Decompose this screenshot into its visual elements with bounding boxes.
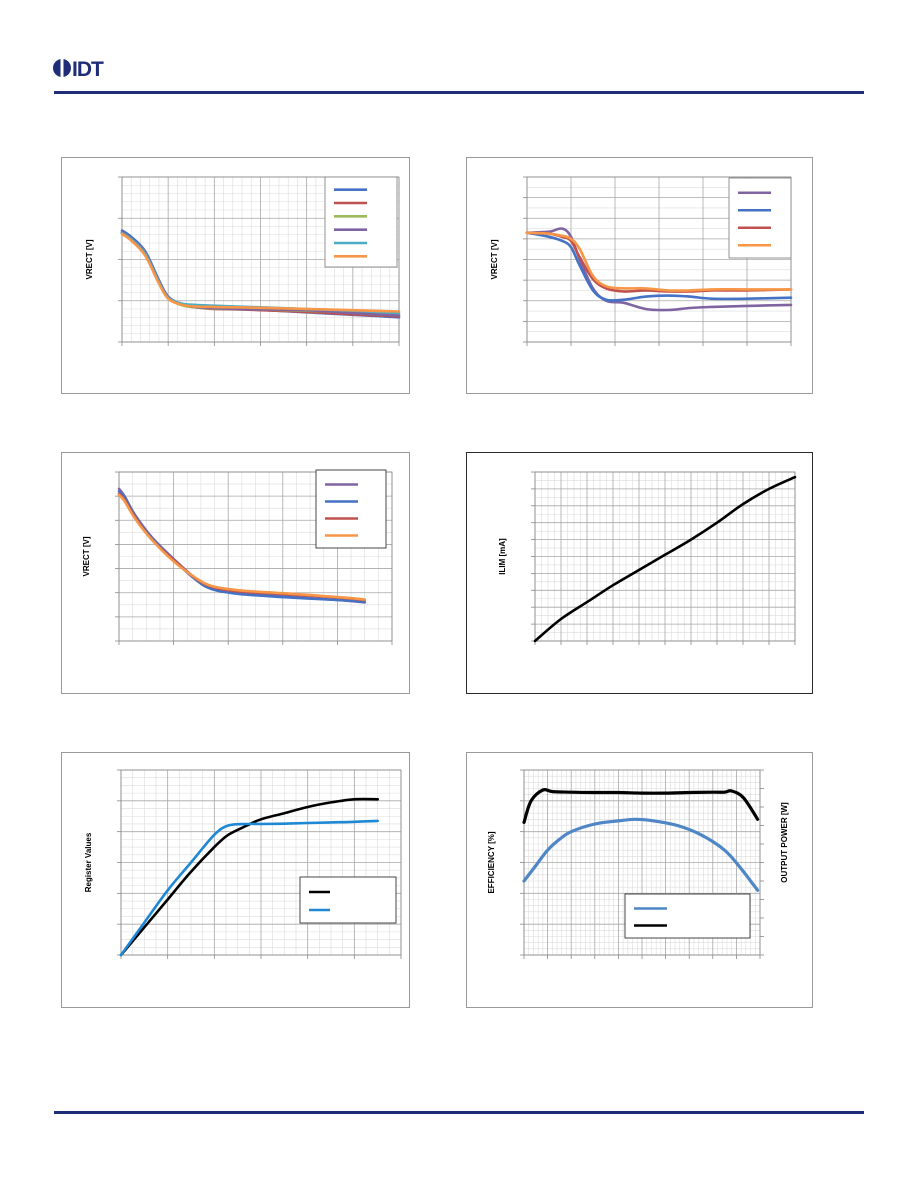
chart-register-values: Register Values	[61, 752, 410, 1008]
plot-area	[121, 176, 400, 343]
plot-area	[120, 769, 402, 956]
svg-text:IDT: IDT	[72, 58, 104, 80]
chart-vrect-3: VRECT [V]	[61, 452, 410, 694]
idt-logo-mark: IDT	[53, 58, 105, 80]
series-line-1	[119, 797, 379, 957]
series-line-2	[119, 819, 379, 957]
series-line-6	[120, 232, 401, 313]
legend	[324, 176, 398, 268]
series-line-1	[525, 227, 793, 312]
y-axis-label: VRECT [V]	[490, 239, 499, 279]
plot-area	[526, 176, 792, 343]
series-line-4	[117, 493, 366, 601]
legend-box	[299, 876, 397, 924]
legend	[728, 177, 792, 259]
legend-box	[624, 893, 751, 939]
y-axis-label: Register Values	[84, 832, 93, 892]
plot-area	[523, 769, 761, 956]
c6-svg: EFFICIENCY [%] OUTPUT POWER [W]	[487, 769, 789, 959]
c1-svg: VRECT [V]	[85, 176, 401, 346]
footer-rule	[54, 1111, 864, 1114]
legend	[624, 893, 751, 939]
series-line-2	[522, 787, 760, 824]
legend-box	[324, 176, 398, 268]
plot-area	[118, 471, 393, 642]
y-axis-label: VRECT [V]	[85, 239, 94, 279]
y-axis-label: EFFICIENCY [%]	[487, 831, 496, 893]
y-axis-label: ILIM [mA]	[498, 538, 507, 575]
idt-logo: IDT	[52, 56, 122, 80]
chart-efficiency: EFFICIENCY [%] OUTPUT POWER [W]	[466, 752, 813, 1008]
c4-svg: ILIM [mA]	[498, 471, 797, 645]
plot-area	[534, 471, 796, 642]
c2-svg: VRECT [V]	[490, 176, 793, 346]
chart-vrect-2: VRECT [V]	[466, 157, 813, 394]
y2-axis-label: OUTPUT POWER [W]	[780, 802, 789, 883]
series-line-4	[525, 231, 793, 292]
header-rule	[54, 91, 864, 94]
legend	[315, 469, 387, 549]
y-axis-label: VRECT [V]	[82, 536, 91, 576]
legend	[299, 876, 397, 924]
major-grid	[531, 471, 796, 645]
series-line-2	[525, 231, 793, 302]
c5-svg: Register Values	[84, 769, 402, 959]
series-line-1	[533, 475, 797, 643]
c3-svg: VRECT [V]	[82, 469, 393, 645]
chart-ilim: ILIM [mA]	[466, 452, 813, 694]
chart-vrect-1: VRECT [V]	[61, 157, 410, 394]
minor-grid	[119, 472, 392, 641]
series-line-1	[522, 817, 760, 892]
